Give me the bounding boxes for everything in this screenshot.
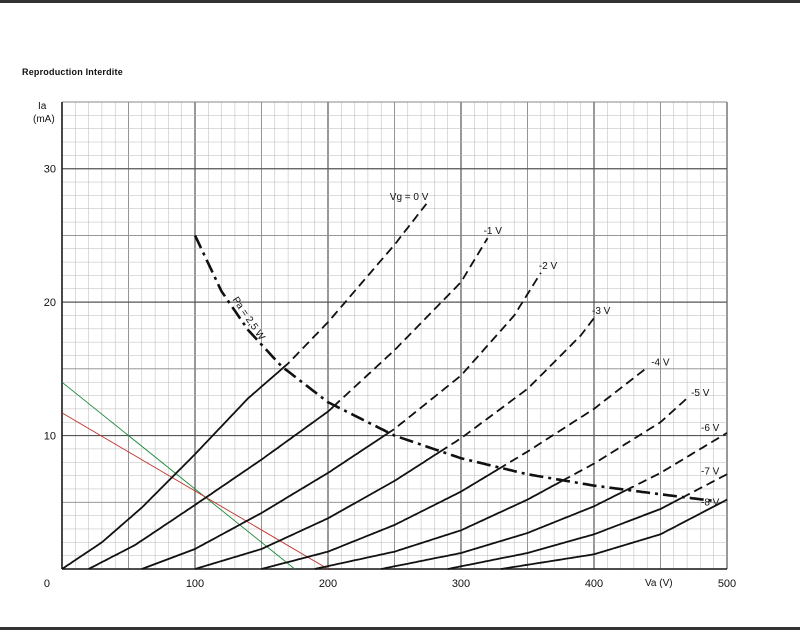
bottom-rule bbox=[0, 627, 800, 630]
power-limit-curve bbox=[193, 234, 714, 503]
curve-solid-6 bbox=[381, 489, 627, 570]
curve-label-5: -5 V bbox=[691, 388, 710, 399]
header-note: Reproduction Interdite bbox=[22, 67, 123, 77]
x-axis-label: Va (V) bbox=[645, 578, 673, 589]
curve-solid-0 bbox=[61, 367, 284, 570]
load-line-2 bbox=[61, 412, 329, 570]
y-tick-label: 20 bbox=[44, 297, 56, 309]
load-lines bbox=[61, 381, 329, 570]
power-limit-line bbox=[193, 234, 714, 503]
curve-label-0: Vg = 0 V bbox=[390, 192, 429, 203]
curve-solid-3 bbox=[194, 451, 441, 570]
curve-label-1: -1 V bbox=[484, 226, 503, 237]
x-tick-label: 300 bbox=[452, 578, 470, 590]
curve-dashed-6 bbox=[625, 432, 728, 492]
anode-curves bbox=[61, 203, 728, 570]
y-axis-label: Ia bbox=[38, 101, 47, 112]
load-line-1 bbox=[61, 381, 296, 570]
curve-solid-7 bbox=[447, 497, 683, 570]
curve-solid-4 bbox=[261, 468, 499, 570]
curve-dashed-2 bbox=[386, 272, 542, 435]
x-tick-label: 200 bbox=[319, 578, 337, 590]
y-tick-label: 10 bbox=[44, 431, 56, 443]
curve-solid-8 bbox=[500, 500, 725, 570]
curve-label-7: -7 V bbox=[701, 466, 720, 477]
curve-dashed-5 bbox=[561, 397, 688, 482]
curve-label-3: -3 V bbox=[592, 306, 611, 317]
x-tick-label: 400 bbox=[585, 578, 603, 590]
top-rule bbox=[0, 0, 800, 3]
y-tick-label: 30 bbox=[44, 164, 56, 176]
x-tick-label: 0 bbox=[44, 578, 50, 590]
curve-label-4: -4 V bbox=[651, 358, 670, 369]
curve-dashed-7 bbox=[681, 473, 728, 499]
x-tick-label: 500 bbox=[718, 578, 736, 590]
curve-solid-1 bbox=[88, 405, 334, 570]
curve-dashed-8 bbox=[723, 498, 728, 502]
curve-label-8: -8 V bbox=[701, 498, 720, 509]
curve-dashed-1 bbox=[332, 237, 489, 408]
curve-dashed-4 bbox=[497, 366, 648, 470]
curve-dashed-3 bbox=[439, 317, 595, 453]
chart-grid bbox=[61, 101, 728, 570]
curve-label-6: -6 V bbox=[701, 423, 720, 434]
curve-labels: Vg = 0 V -1 V -2 V -3 V -4 V -5 V -6 V -7 V -8 V… bbox=[230, 192, 720, 509]
curve-solid-2 bbox=[141, 433, 387, 570]
y-axis-unit: (mA) bbox=[33, 114, 55, 125]
axis-ticks: 0 100 200 300 400 500 10 20 30 bbox=[44, 164, 736, 590]
x-tick-label: 100 bbox=[186, 578, 204, 590]
curve-dashed-0 bbox=[282, 203, 428, 369]
curve-label-2: -2 V bbox=[539, 261, 558, 272]
curve-solid-5 bbox=[314, 480, 563, 570]
